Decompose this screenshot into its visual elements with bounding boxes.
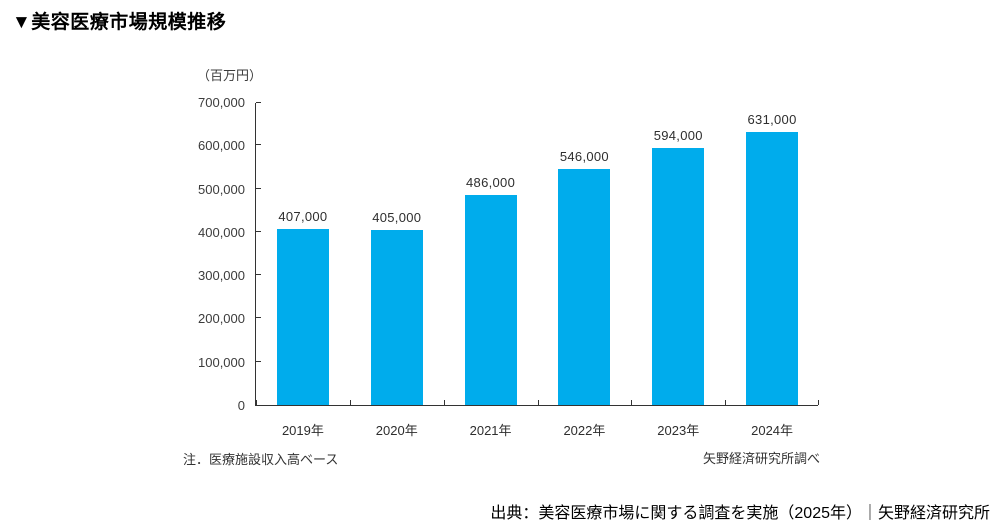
bar	[652, 147, 705, 405]
y-axis-tick-label: 300,000	[198, 268, 245, 284]
y-axis-tick	[256, 144, 261, 146]
y-axis-tick	[256, 230, 261, 232]
y-axis-tick	[256, 187, 261, 189]
y-axis-tick-label: 500,000	[198, 181, 245, 197]
bar-value-label: 546,000	[559, 148, 609, 164]
y-axis-tick-label: 200,000	[198, 311, 245, 327]
y-axis-tick	[256, 317, 261, 319]
x-axis-tick	[256, 400, 257, 405]
bar-value-label: 407,000	[278, 208, 328, 224]
x-axis-tick	[443, 400, 445, 405]
x-axis-label: 2021年	[469, 423, 512, 438]
bar	[464, 194, 517, 405]
bar-value-label: 594,000	[653, 127, 703, 143]
bar	[370, 229, 423, 405]
bar-value-label: 405,000	[372, 209, 422, 225]
bar-value-label: 486,000	[466, 174, 516, 190]
x-axis-label: 2020年	[375, 423, 418, 438]
x-axis-label: 2019年	[281, 423, 324, 438]
page-title: ▼美容医療市場規模推移	[12, 12, 227, 33]
y-axis-tick	[256, 360, 261, 362]
y-axis-tick	[256, 102, 261, 103]
plot-area: 407,000 2019年 405,000 2020年 486,000 2021年 546,…	[255, 102, 819, 438]
source-citation: 出典：美容医療市場に関する調査を実施（2025年）｜矢野経済研究所	[490, 505, 990, 522]
x-axis-label: 2024年	[751, 423, 794, 438]
bar	[276, 228, 329, 405]
x-axis-tick	[537, 400, 539, 405]
y-axis-tick-label: 400,000	[198, 224, 245, 240]
y-axis: 0 100,000 200,000 300,000 400,000 500,000 600,…	[155, 95, 245, 413]
y-axis-tick-label: 600,000	[198, 138, 245, 154]
x-axis-tick	[725, 400, 727, 405]
chart-note: 注．医療施設収入高ベース	[183, 452, 339, 467]
bar	[558, 168, 611, 405]
bar	[746, 131, 799, 405]
y-axis-tick	[256, 274, 261, 276]
x-axis-label: 2023年	[657, 423, 700, 438]
x-axis-tick	[631, 400, 633, 405]
y-axis-tick-label: 700,000	[198, 95, 245, 110]
x-axis-label: 2022年	[563, 423, 606, 438]
x-axis-tick	[818, 400, 819, 405]
bar-value-label: 631,000	[747, 111, 797, 127]
y-axis-tick-label: 100,000	[198, 354, 245, 370]
x-axis-tick	[349, 400, 351, 405]
y-axis-unit-label: （百万円）	[197, 68, 263, 83]
y-axis-tick-label: 0	[237, 398, 245, 413]
chart-credit: 矢野経済研究所調べ	[702, 451, 820, 466]
